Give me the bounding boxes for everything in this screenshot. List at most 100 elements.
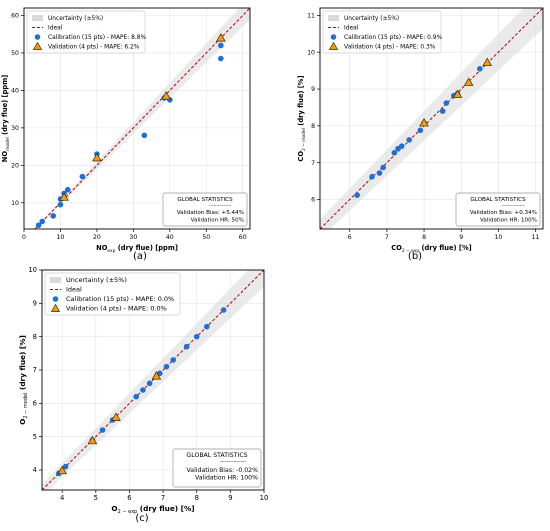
legend-entry: Uncertainty (±5%)	[48, 16, 103, 22]
validation-point	[452, 89, 463, 99]
y-tick-label: 40	[11, 88, 19, 95]
calibration-point	[99, 427, 106, 433]
x-tick-label: 10	[57, 234, 65, 241]
x-axis-label-sub: 2 − exp	[118, 509, 138, 515]
legend-swatch-calibration	[34, 34, 41, 40]
y-axis-label-main: O	[18, 419, 27, 425]
legend-swatch-validation	[50, 303, 61, 312]
x-axis-label-rest: (dry flue) [%]	[137, 504, 194, 513]
stats-line: Validation Bias: +0.34%	[470, 210, 537, 216]
y-tick-label: 7	[33, 366, 37, 374]
legend: Uncertainty (±5%) Ideal Calibration (15 pt…	[322, 10, 442, 54]
y-axis-label-sub: 2 − model	[301, 128, 307, 151]
stats-separator: ---------------	[220, 460, 246, 465]
validation-point	[57, 465, 67, 475]
calibration-point	[218, 42, 224, 49]
x-axis-label: O2 − exp (dry flue) [%]	[111, 504, 194, 515]
x-axis-label: NOexp (dry flue) [ppm]	[96, 244, 178, 254]
calibration-point	[406, 137, 413, 143]
validation-point	[151, 371, 162, 380]
calibration-point	[57, 201, 64, 208]
legend-swatch-band	[328, 15, 339, 21]
x-tick-label: 4	[60, 494, 64, 502]
y-axis-label: O2 − model (dry flue) [%]	[18, 335, 29, 425]
validation-point	[419, 118, 429, 127]
stats-title: GLOBAL STATISTICS	[186, 452, 247, 459]
calibration-point	[146, 380, 153, 387]
x-tick-label: 7	[161, 494, 165, 502]
x-tick-label: 6	[348, 234, 352, 241]
calibration-point	[39, 218, 46, 225]
calibration-point	[398, 143, 405, 149]
y-tick-label: 4	[33, 466, 37, 474]
calibration-point	[183, 343, 190, 350]
stats-line: Validation Bias: +5.44%	[177, 210, 244, 216]
y-tick-label: 50	[11, 50, 19, 57]
plot-frame	[319, 7, 544, 230]
legend-swatch-band	[50, 277, 61, 283]
calibration-point	[220, 307, 227, 313]
calibration-point	[369, 173, 375, 180]
x-tick-label: 8	[422, 234, 426, 241]
x-tick-label: 7	[385, 234, 389, 241]
x-tick-label: 40	[166, 234, 174, 241]
calibration-point	[163, 363, 170, 370]
legend-entry: Validation (4 pts) - MAPE: 0.3%	[344, 45, 436, 51]
calibration-point	[443, 100, 450, 106]
legend-swatch-calibration	[52, 296, 59, 302]
y-axis-label-main: CO	[297, 151, 305, 162]
stats-line: Validation HR: 50%	[191, 218, 244, 224]
x-tick-label: 20	[93, 234, 101, 241]
y-tick-label: 9	[311, 86, 315, 93]
calibration-point	[477, 65, 483, 72]
legend-entry: Ideal	[48, 26, 63, 32]
stats-box-frame	[162, 192, 248, 227]
y-axis-label: CO2 − model (dry flue) [%]	[297, 75, 307, 161]
calibration-point	[50, 213, 56, 219]
stats-box: GLOBAL STATISTICS--------------- Validati…	[172, 448, 262, 488]
calibration-point	[35, 222, 42, 229]
y-tick-label: 7	[311, 160, 315, 167]
validation-point	[87, 435, 98, 445]
series-validation	[57, 371, 162, 475]
y-axis-label-sub: model	[5, 137, 11, 151]
calibration-point	[354, 192, 360, 198]
legend-entry: Calibration (15 pts) - MAPE: 0.0%	[66, 295, 174, 303]
calibration-point	[391, 149, 398, 156]
stats-box: GLOBAL STATISTICS--------------- Validati…	[162, 192, 248, 227]
x-tick-label: 60	[239, 234, 247, 241]
plot-frame	[23, 7, 251, 230]
legend-entry: Ideal	[344, 26, 359, 32]
x-tick-label: 9	[459, 234, 463, 241]
calibration-point	[170, 357, 176, 363]
validation-point	[161, 91, 171, 100]
y-tick-label: 8	[311, 123, 315, 130]
y-tick-label: 20	[11, 163, 19, 170]
x-axis-label-main: O	[111, 504, 117, 513]
panel-label: (a)	[133, 251, 147, 262]
validation-point	[111, 412, 121, 421]
stats-separator: ---------------	[502, 203, 525, 208]
stats-title: GLOBAL STATISTICS	[177, 197, 233, 203]
stats-box-frame	[172, 448, 262, 488]
legend: Uncertainty (±5%) Ideal Calibration (15 pt…	[26, 10, 146, 54]
legend-swatch-validation	[328, 41, 339, 50]
panel-label: (b)	[408, 251, 422, 262]
x-tick-label: 9	[228, 494, 232, 502]
validation-point	[482, 57, 493, 67]
y-tick-label: 10	[28, 266, 37, 274]
y-axis-label-rest: (dry flue) [%]	[18, 335, 27, 392]
calibration-point	[193, 333, 200, 340]
validation-point	[463, 77, 474, 86]
calibration-point	[380, 164, 386, 171]
calibration-point	[62, 463, 69, 470]
panel-label: (c)	[135, 513, 148, 524]
x-tick-label: 5	[94, 494, 98, 502]
calibration-point	[439, 108, 446, 114]
y-axis-label-sub: 2 − model	[23, 393, 29, 419]
validation-point	[216, 33, 226, 42]
y-tick-label: 6	[311, 197, 315, 204]
